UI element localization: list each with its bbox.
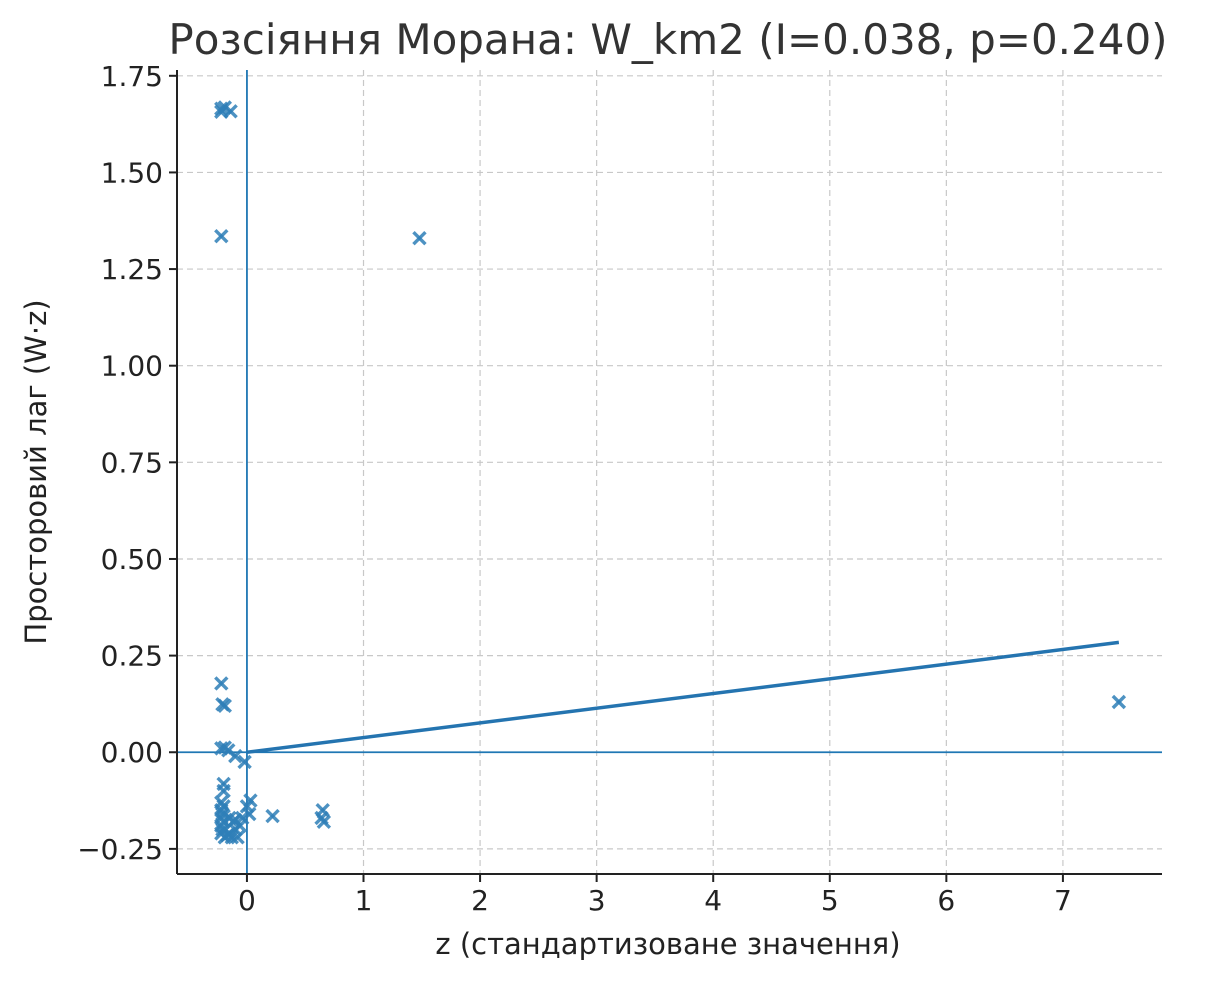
x-tick-label-3: 3 (588, 884, 606, 917)
data-point-12-stroke-b (221, 743, 236, 758)
y-tick-label-4: 0.75 (101, 446, 163, 479)
data-point-39 (242, 806, 257, 822)
data-point-33-stroke-b (222, 810, 237, 826)
y-tick-label-5: 1.00 (101, 350, 163, 383)
fit-line-group (246, 640, 1120, 754)
data-point-6 (1111, 694, 1127, 710)
x-tick-label-0: 0 (238, 884, 256, 917)
data-point-36-stroke-b (228, 812, 243, 828)
data-point-5-stroke-b (412, 230, 427, 246)
x-tick-label-4: 4 (704, 884, 722, 917)
data-point-9 (217, 698, 232, 714)
data-point-7-stroke-b (214, 676, 229, 691)
data-point-31-stroke-b (230, 830, 245, 845)
data-point-38-stroke-b (243, 793, 258, 808)
data-point-10-stroke-b (214, 741, 229, 756)
data-point-3-stroke-b (223, 104, 238, 119)
data-point-13 (228, 748, 243, 764)
data-point-9-stroke-b (217, 698, 232, 714)
data-point-39-stroke-b (242, 806, 257, 822)
chart-title: Розсіяння Морана: W_km2 (I=0.038, p=0.24… (168, 15, 1167, 64)
data-point-4-stroke-b (214, 229, 229, 244)
data-point-43 (314, 810, 329, 826)
x-axis-label: z (стандартизоване значення) (435, 927, 900, 961)
data-point-6-stroke-b (1111, 694, 1127, 710)
data-point-4 (214, 229, 229, 244)
data-point-16-stroke-b (216, 783, 231, 799)
x-tick-label-2: 2 (471, 884, 489, 917)
data-point-36 (228, 812, 243, 828)
data-point-7 (214, 676, 229, 691)
y-tick-label-6: 1.25 (101, 253, 163, 286)
data-point-16 (216, 783, 231, 799)
grid (177, 70, 1162, 874)
x-tick-label-5: 5 (821, 884, 839, 917)
x-tick-label-1: 1 (355, 884, 373, 917)
y-axis-label: Просторовий лаг (W·z) (19, 299, 53, 644)
data-point-40-stroke-b (265, 808, 280, 824)
y-tick-label-0: −0.25 (77, 833, 163, 866)
y-tick-label-8: 1.75 (101, 60, 163, 93)
x-tick-label-7: 7 (1054, 884, 1072, 917)
data-point-5 (412, 230, 427, 246)
data-points (214, 100, 1127, 845)
data-point-40 (265, 808, 280, 824)
data-point-3 (223, 104, 238, 119)
x-tick-label-6: 6 (937, 884, 955, 917)
data-point-14-stroke-b (237, 754, 252, 770)
data-point-31 (230, 830, 245, 845)
y-tick-label-2: 0.25 (101, 640, 163, 673)
regression-line (246, 640, 1120, 754)
y-tick-label-1: 0.00 (101, 736, 163, 769)
y-tick-label-7: 1.50 (101, 156, 163, 189)
data-point-14 (237, 754, 252, 770)
data-point-13-stroke-b (228, 748, 243, 764)
data-point-43-stroke-b (314, 810, 329, 826)
y-tick-label-3: 0.50 (101, 543, 163, 576)
labels: Розсіяння Морана: W_km2 (I=0.038, p=0.24… (19, 15, 1168, 961)
axes: 0 1 2 3 4 5 6 7 −0.25 0.00 0.25 0.50 0.75 1.00 1.25 1.5… (77, 60, 1162, 917)
data-point-38 (243, 793, 258, 808)
reference-lines (177, 70, 1162, 874)
